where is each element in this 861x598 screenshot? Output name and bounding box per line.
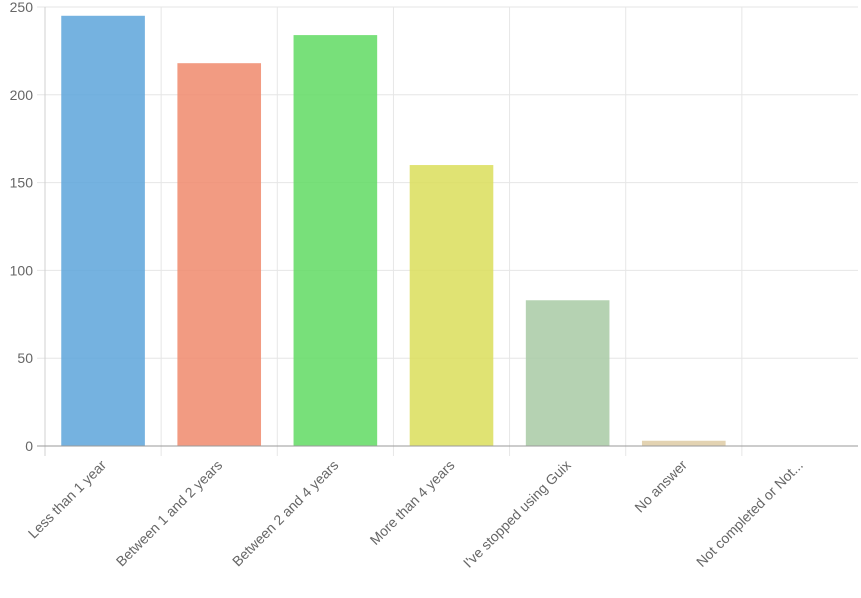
bar[interactable] xyxy=(61,15,145,447)
axes xyxy=(37,7,858,456)
bar[interactable] xyxy=(409,165,494,447)
bars xyxy=(61,15,726,447)
x-tick-label: More than 4 years xyxy=(367,457,458,548)
x-tick-label: I've stopped using Guix xyxy=(460,457,574,571)
y-tick-label: 150 xyxy=(10,175,34,191)
bar[interactable] xyxy=(293,35,378,446)
bar[interactable] xyxy=(641,440,726,446)
y-tick-label: 200 xyxy=(10,87,34,103)
grid xyxy=(37,6,858,456)
x-tick-label: Less than 1 year xyxy=(25,457,110,542)
y-tick-label: 0 xyxy=(25,438,33,454)
y-tick-label: 100 xyxy=(10,262,34,278)
bar[interactable] xyxy=(525,300,610,446)
y-tick-label: 250 xyxy=(10,0,34,15)
x-axis: Less than 1 year Between 1 and 2 years Bet… xyxy=(25,457,806,571)
x-tick-label: No answer xyxy=(631,457,690,516)
bar[interactable] xyxy=(177,63,262,446)
x-tick-label: Between 2 and 4 years xyxy=(229,457,342,570)
x-tick-label: Between 1 and 2 years xyxy=(113,457,226,570)
x-tick-label: Not completed or Not... xyxy=(693,457,806,570)
y-axis: 0 50 100 150 200 250 xyxy=(10,0,34,454)
y-tick-label: 50 xyxy=(17,350,33,366)
